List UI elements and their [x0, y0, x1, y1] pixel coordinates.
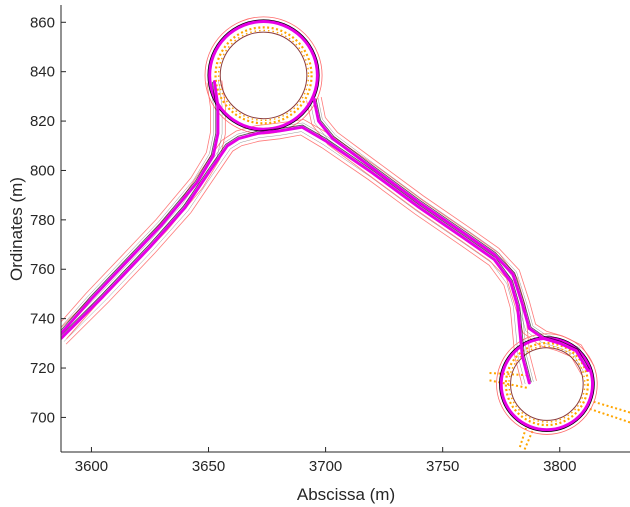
y-tick-label-700: 700 — [30, 409, 55, 426]
x-tick-label-3600: 3600 — [75, 458, 108, 475]
roundabout-southeast-path — [499, 336, 595, 432]
y-tick-label-820: 820 — [30, 113, 55, 130]
roundabout-southeast-lane-dots-inner — [508, 345, 586, 423]
x-axis-title: Abscissa (m) — [297, 485, 395, 504]
y-tick-label-720: 720 — [30, 360, 55, 377]
lane-line-1-1 — [63, 80, 223, 337]
x-tick-label-3700: 3700 — [309, 458, 342, 475]
x-tick-label-3800: 3800 — [543, 458, 576, 475]
series-2-path — [312, 97, 590, 372]
series-2-curb — [315, 98, 590, 370]
roundabout-north-lane-dots-inner — [217, 29, 310, 122]
roundabout-north-island — [219, 31, 308, 120]
roundabout-southeast-outer-line — [496, 333, 598, 435]
entry-stub-2 — [518, 424, 528, 448]
y-tick-label-800: 800 — [30, 162, 55, 179]
series-1-path — [61, 80, 220, 335]
axes-layer — [60, 5, 630, 453]
series-0-path — [61, 125, 531, 385]
roundabout-layer — [204, 16, 598, 435]
entry-stub-3 — [523, 426, 535, 450]
entry-stub-4 — [587, 399, 630, 414]
entry-stub-5 — [585, 406, 630, 424]
lane-line-1-0 — [61, 82, 214, 328]
series-1-curb — [61, 81, 217, 331]
series-0-curb — [61, 124, 532, 383]
roundabout-north-lane-dots — [214, 26, 313, 125]
roundabout-southeast-lane-dots — [504, 342, 589, 427]
y-axis-title: Ordinates (m) — [7, 177, 26, 281]
entry-stub-1 — [489, 379, 528, 389]
y-tick-label-740: 740 — [30, 311, 55, 328]
edge-line-2-1 — [306, 100, 582, 375]
series-layer — [61, 80, 590, 385]
lane-line-0-1 — [63, 131, 526, 385]
y-tick-label-860: 860 — [30, 14, 55, 31]
edge-line-0-0 — [61, 119, 537, 381]
roundabout-north-path — [208, 20, 319, 131]
ticks-layer: 3600 3650 3700 3750 3800 700 720 740 760 780 800 82… — [30, 14, 576, 475]
y-tick-label-780: 780 — [30, 212, 55, 229]
x-tick-label-3750: 3750 — [426, 458, 459, 475]
x-tick-label-3650: 3650 — [192, 458, 225, 475]
roundabout-southeast-island — [510, 347, 584, 421]
edge-line-1-0 — [61, 82, 211, 323]
edge-line-0-1 — [65, 134, 523, 386]
y-tick-label-840: 840 — [30, 64, 55, 81]
entry-stub-0 — [489, 372, 530, 377]
roadway-decoration-layer — [61, 80, 630, 450]
y-tick-label-760: 760 — [30, 261, 55, 278]
roundabout-north-outer-line — [204, 16, 323, 135]
